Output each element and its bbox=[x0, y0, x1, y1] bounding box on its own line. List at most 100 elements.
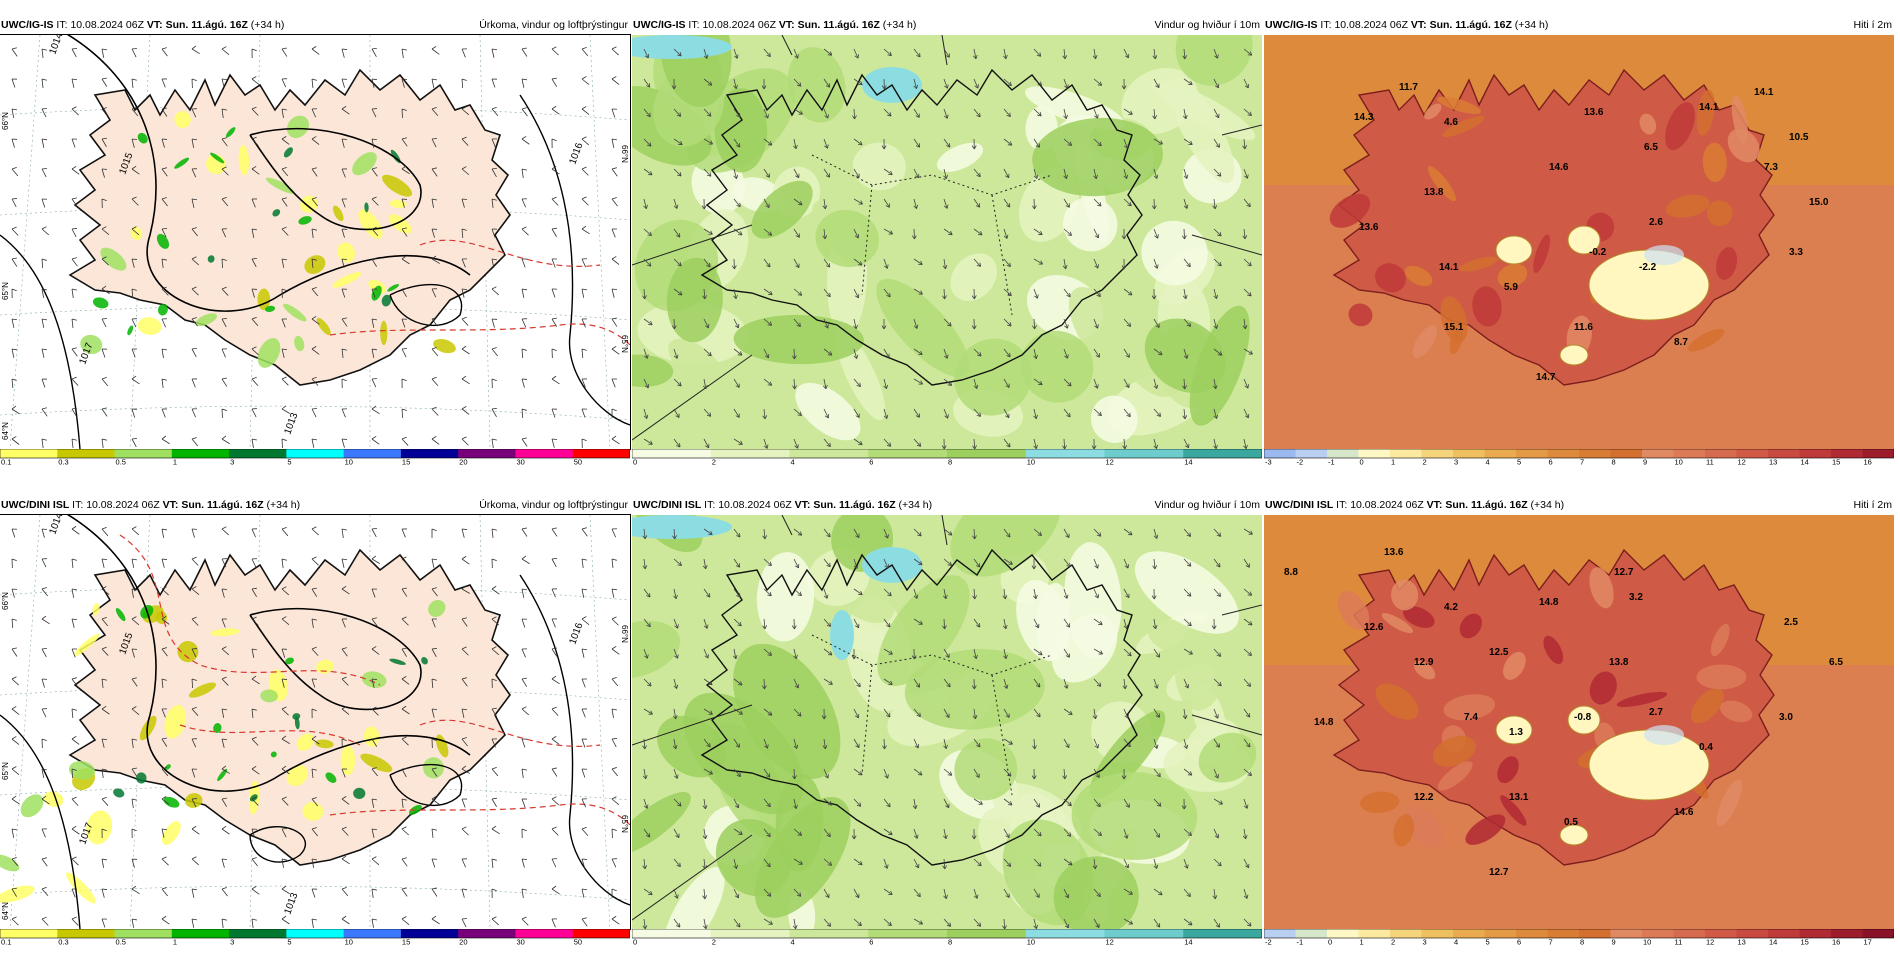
lead-time: (+34 h) bbox=[251, 19, 285, 31]
model-name: UWC/IG-IS bbox=[1, 19, 54, 31]
colorbar-tick-label: 17 bbox=[1864, 938, 1872, 946]
temp-value-label: 4.6 bbox=[1444, 117, 1458, 128]
temp-panel-top: UWC/IG-IS IT: 10.08.2024 06Z VT: Sun. 11… bbox=[1264, 15, 1894, 475]
lat-label-left: 65°N bbox=[1, 282, 10, 300]
panel-title: Vindur og hviður í 10m bbox=[1155, 495, 1260, 515]
colorbar-tick-label: 10 bbox=[345, 938, 353, 946]
colorbar-tick-label: 15 bbox=[1832, 458, 1840, 466]
temp-value-label: 13.6 bbox=[1384, 547, 1404, 558]
temp-value-label: -2.2 bbox=[1639, 262, 1657, 273]
valid-time: Sun. 11.ágú. 16Z bbox=[166, 19, 248, 31]
temp-value-label: 13.6 bbox=[1584, 107, 1604, 118]
panel-title: Úrkoma, vindur og loftþrýstingur bbox=[479, 15, 628, 35]
colorbar-tick-label: 4 bbox=[791, 938, 795, 946]
colorbar-tick-label: 11 bbox=[1675, 938, 1683, 946]
colorbar-tick-label: 0.3 bbox=[58, 938, 68, 946]
colorbar-swatch bbox=[229, 929, 287, 938]
temp-value-label: 1.3 bbox=[1509, 727, 1523, 738]
colorbar-tick-label: 5 bbox=[1486, 938, 1490, 946]
lead-time: (+34 h) bbox=[883, 19, 917, 31]
panel-title: Úrkoma, vindur og loftþrýstingur bbox=[479, 495, 628, 515]
lat-label-left: 64°N bbox=[1, 902, 10, 920]
valid-time: Sun. 11.ágú. 16Z bbox=[181, 499, 263, 511]
colorbar-swatch bbox=[711, 449, 790, 458]
temp-value-label: 14.3 bbox=[1354, 112, 1374, 123]
temp-value-label: 3.0 bbox=[1779, 712, 1793, 723]
precip-panel-top: UWC/IG-IS IT: 10.08.2024 06Z VT: Sun. 11… bbox=[0, 15, 630, 475]
colorbar-tick-label: 10 bbox=[1027, 458, 1035, 466]
colorbar-tick-label: 15 bbox=[402, 938, 410, 946]
temp-value-label: 8.8 bbox=[1284, 567, 1298, 578]
temp-value-label: 12.7 bbox=[1614, 567, 1634, 578]
colorbar-swatch bbox=[1026, 929, 1105, 938]
colorbar-swatch bbox=[286, 449, 344, 458]
colorbar-tick-label: 14 bbox=[1801, 458, 1809, 466]
colorbar-tick-label: 0.5 bbox=[116, 458, 126, 466]
colorbar-swatch bbox=[632, 449, 711, 458]
colorbar-tick-label: 50 bbox=[574, 938, 582, 946]
lat-label-left: 66°N bbox=[1, 592, 10, 610]
lead-time: (+34 h) bbox=[267, 499, 301, 511]
temp-value-label: 6.5 bbox=[1644, 142, 1658, 153]
model-name: UWC/IG-IS bbox=[633, 19, 686, 31]
lat-label-right: 66°N bbox=[620, 625, 629, 643]
colorbar-tick-label: 10 bbox=[1643, 938, 1651, 946]
temp-value-label: 10.5 bbox=[1789, 132, 1809, 143]
colorbar-tick-label: 8 bbox=[1612, 458, 1616, 466]
init-time: 10.08.2024 06Z bbox=[86, 499, 160, 511]
colorbar-tick-label: 20 bbox=[459, 938, 467, 946]
colorbar-tick-label: 6 bbox=[869, 458, 873, 466]
colorbar-tick-label: 11 bbox=[1706, 458, 1714, 466]
temp-value-label: 13.1 bbox=[1509, 792, 1529, 803]
colorbar-swatch bbox=[286, 929, 344, 938]
panel-title: Hiti í 2m bbox=[1853, 495, 1892, 515]
lat-label-left: 66°N bbox=[1, 112, 10, 130]
temp-value-label: 8.7 bbox=[1674, 337, 1688, 348]
temp-value-label: 14.6 bbox=[1549, 162, 1569, 173]
panel-title: Vindur og hviður í 10m bbox=[1155, 15, 1260, 35]
colorbar-swatch bbox=[790, 449, 869, 458]
colorbar-tick-label: 7 bbox=[1549, 938, 1553, 946]
colorbar-tick-label: 0.5 bbox=[116, 938, 126, 946]
panel-title: Hiti í 2m bbox=[1853, 15, 1892, 35]
colorbar-tick-label: 30 bbox=[516, 458, 524, 466]
colorbar-tick-label: 12 bbox=[1706, 938, 1714, 946]
colorbar-tick-label: -3 bbox=[1265, 458, 1272, 466]
colorbar-tick-label: 3 bbox=[230, 458, 234, 466]
colorbar-tick-label: 6 bbox=[1517, 938, 1521, 946]
temp-value-label: 6.5 bbox=[1829, 657, 1843, 668]
colorbar-swatch bbox=[1183, 929, 1262, 938]
colorbar-tick-label: 6 bbox=[1549, 458, 1553, 466]
colorbar-tick-label: 15 bbox=[1801, 938, 1809, 946]
lat-label-right: 65°N bbox=[620, 815, 629, 833]
colorbar-swatch bbox=[868, 449, 947, 458]
valid-time: Sun. 11.ágú. 16Z bbox=[798, 19, 880, 31]
model-name: UWC/DINI ISL bbox=[1265, 499, 1333, 511]
colorbar-swatch bbox=[229, 449, 287, 458]
colorbar-tick-label: 4 bbox=[791, 458, 795, 466]
temp-value-label: 14.7 bbox=[1536, 372, 1556, 383]
colorbar-tick-label: 12 bbox=[1738, 458, 1746, 466]
colorbar-tick-label: 2 bbox=[712, 938, 716, 946]
colorbar-tick-label: 15 bbox=[402, 458, 410, 466]
temp-value-label: 0.5 bbox=[1564, 817, 1578, 828]
colorbar-tick-label: 20 bbox=[459, 458, 467, 466]
colorbar-tick-label: 1 bbox=[1360, 938, 1364, 946]
wind-map[interactable] bbox=[632, 35, 1262, 449]
valid-time: Sun. 11.ágú. 16Z bbox=[813, 499, 895, 511]
wind-map[interactable] bbox=[632, 515, 1262, 929]
panel-header: UWC/IG-IS IT: 10.08.2024 06Z VT: Sun. 11… bbox=[0, 15, 630, 35]
colorbar-tick-label: 2 bbox=[1391, 938, 1395, 946]
colorbar-tick-label: 1 bbox=[1391, 458, 1395, 466]
lat-label-right: 65°N bbox=[620, 335, 629, 353]
colorbar-swatch bbox=[1105, 449, 1184, 458]
colorbar-tick-label: 12 bbox=[1106, 938, 1114, 946]
colorbar-tick-label: 0 bbox=[633, 938, 637, 946]
